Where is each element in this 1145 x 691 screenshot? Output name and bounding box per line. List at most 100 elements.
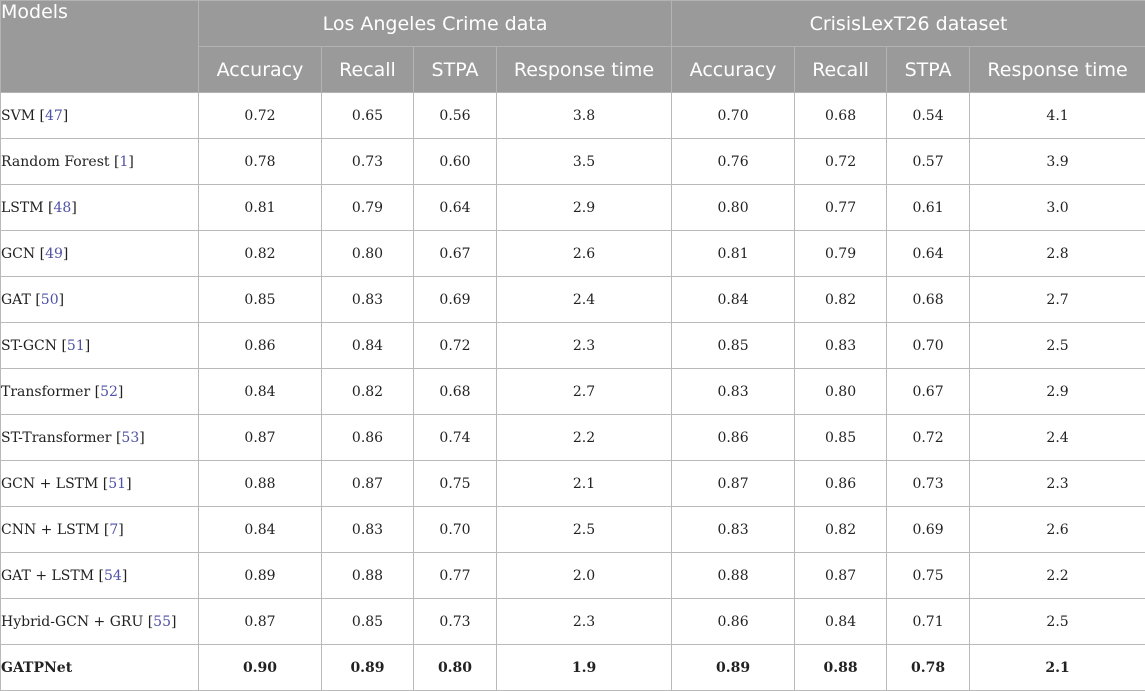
model-cell: GAT [50] <box>1 277 199 323</box>
la-accuracy-cell: 0.82 <box>199 231 322 277</box>
cl-response-time-cell: 2.5 <box>970 323 1145 369</box>
cl-response-time-header: Response time <box>970 47 1145 93</box>
cl-recall-cell: 0.85 <box>795 415 887 461</box>
citation-link[interactable]: 51 <box>108 476 126 492</box>
la-stpa-cell: 0.70 <box>414 507 497 553</box>
cl-stpa-cell: 0.64 <box>887 231 970 277</box>
citation-link[interactable]: 52 <box>100 384 118 400</box>
cl-stpa-header: STPA <box>887 47 970 93</box>
cl-stpa-cell: 0.72 <box>887 415 970 461</box>
citation-link[interactable]: 50 <box>41 292 59 308</box>
model-cell: GCN + LSTM [51] <box>1 461 199 507</box>
cl-stpa-cell: 0.69 <box>887 507 970 553</box>
model-cell: Transformer [52] <box>1 369 199 415</box>
model-name: CNN + LSTM <box>1 522 99 538</box>
la-response-time-cell: 2.7 <box>497 369 672 415</box>
la-stpa-cell: 0.74 <box>414 415 497 461</box>
cl-stpa-cell: 0.71 <box>887 599 970 645</box>
cl-accuracy-cell: 0.80 <box>672 185 795 231</box>
cl-response-time-cell: 3.0 <box>970 185 1145 231</box>
la-recall-cell: 0.89 <box>322 645 414 691</box>
la-stpa-cell: 0.67 <box>414 231 497 277</box>
model-cell: ST-Transformer [53] <box>1 415 199 461</box>
la-accuracy-cell: 0.90 <box>199 645 322 691</box>
cl-stpa-cell: 0.70 <box>887 323 970 369</box>
citation-link[interactable]: 51 <box>67 338 85 354</box>
la-response-time-cell: 3.5 <box>497 139 672 185</box>
cl-recall-cell: 0.82 <box>795 507 887 553</box>
la-recall-cell: 0.73 <box>322 139 414 185</box>
cl-response-time-cell: 2.3 <box>970 461 1145 507</box>
la-stpa-header: STPA <box>414 47 497 93</box>
la-recall-cell: 0.65 <box>322 93 414 139</box>
cl-recall-cell: 0.68 <box>795 93 887 139</box>
model-cell: SVM [47] <box>1 93 199 139</box>
la-recall-cell: 0.80 <box>322 231 414 277</box>
model-name: GCN <box>1 246 35 262</box>
model-name: ST-Transformer <box>1 430 112 446</box>
citation-link[interactable]: 49 <box>45 246 63 262</box>
la-response-time-cell: 2.3 <box>497 323 672 369</box>
la-response-time-cell: 2.3 <box>497 599 672 645</box>
cl-accuracy-cell: 0.83 <box>672 369 795 415</box>
citation-link[interactable]: 47 <box>45 108 63 124</box>
la-accuracy-cell: 0.86 <box>199 323 322 369</box>
citation-link[interactable]: 48 <box>53 200 71 216</box>
citation-link[interactable]: 54 <box>104 568 122 584</box>
cl-response-time-cell: 2.7 <box>970 277 1145 323</box>
group-header-los-angeles: Los Angeles Crime data <box>199 1 672 47</box>
la-accuracy-cell: 0.72 <box>199 93 322 139</box>
la-stpa-cell: 0.68 <box>414 369 497 415</box>
model-name: Hybrid-GCN + GRU <box>1 614 143 630</box>
la-response-time-cell: 1.9 <box>497 645 672 691</box>
la-response-time-cell: 2.1 <box>497 461 672 507</box>
cl-accuracy-cell: 0.86 <box>672 599 795 645</box>
la-accuracy-header: Accuracy <box>199 47 322 93</box>
la-accuracy-cell: 0.85 <box>199 277 322 323</box>
cl-accuracy-cell: 0.86 <box>672 415 795 461</box>
la-recall-header: Recall <box>322 47 414 93</box>
citation-link[interactable]: 1 <box>119 154 128 170</box>
cl-response-time-cell: 2.8 <box>970 231 1145 277</box>
cl-recall-header: Recall <box>795 47 887 93</box>
citation-link[interactable]: 7 <box>109 522 118 538</box>
cl-recall-cell: 0.87 <box>795 553 887 599</box>
cl-stpa-cell: 0.73 <box>887 461 970 507</box>
cl-response-time-cell: 2.5 <box>970 599 1145 645</box>
header-row-groups: Models Los Angeles Crime data CrisisLexT… <box>1 1 1145 47</box>
group-header-crisislext26: CrisisLexT26 dataset <box>672 1 1145 47</box>
la-accuracy-cell: 0.78 <box>199 139 322 185</box>
la-response-time-header: Response time <box>497 47 672 93</box>
la-accuracy-cell: 0.84 <box>199 369 322 415</box>
la-stpa-cell: 0.69 <box>414 277 497 323</box>
la-response-time-cell: 2.2 <box>497 415 672 461</box>
model-cell: CNN + LSTM [7] <box>1 507 199 553</box>
cl-recall-cell: 0.83 <box>795 323 887 369</box>
la-response-time-cell: 2.4 <box>497 277 672 323</box>
model-cell: GAT + LSTM [54] <box>1 553 199 599</box>
cl-accuracy-cell: 0.70 <box>672 93 795 139</box>
cl-recall-cell: 0.86 <box>795 461 887 507</box>
la-stpa-cell: 0.64 <box>414 185 497 231</box>
model-cell: LSTM [48] <box>1 185 199 231</box>
model-cell: Hybrid-GCN + GRU [55] <box>1 599 199 645</box>
cl-accuracy-cell: 0.88 <box>672 553 795 599</box>
cl-recall-cell: 0.88 <box>795 645 887 691</box>
la-recall-cell: 0.83 <box>322 507 414 553</box>
cl-recall-cell: 0.79 <box>795 231 887 277</box>
citation-link[interactable]: 55 <box>153 614 171 630</box>
citation-link[interactable]: 53 <box>121 430 139 446</box>
cl-response-time-cell: 3.9 <box>970 139 1145 185</box>
la-accuracy-cell: 0.84 <box>199 507 322 553</box>
cl-recall-cell: 0.77 <box>795 185 887 231</box>
cl-stpa-cell: 0.57 <box>887 139 970 185</box>
